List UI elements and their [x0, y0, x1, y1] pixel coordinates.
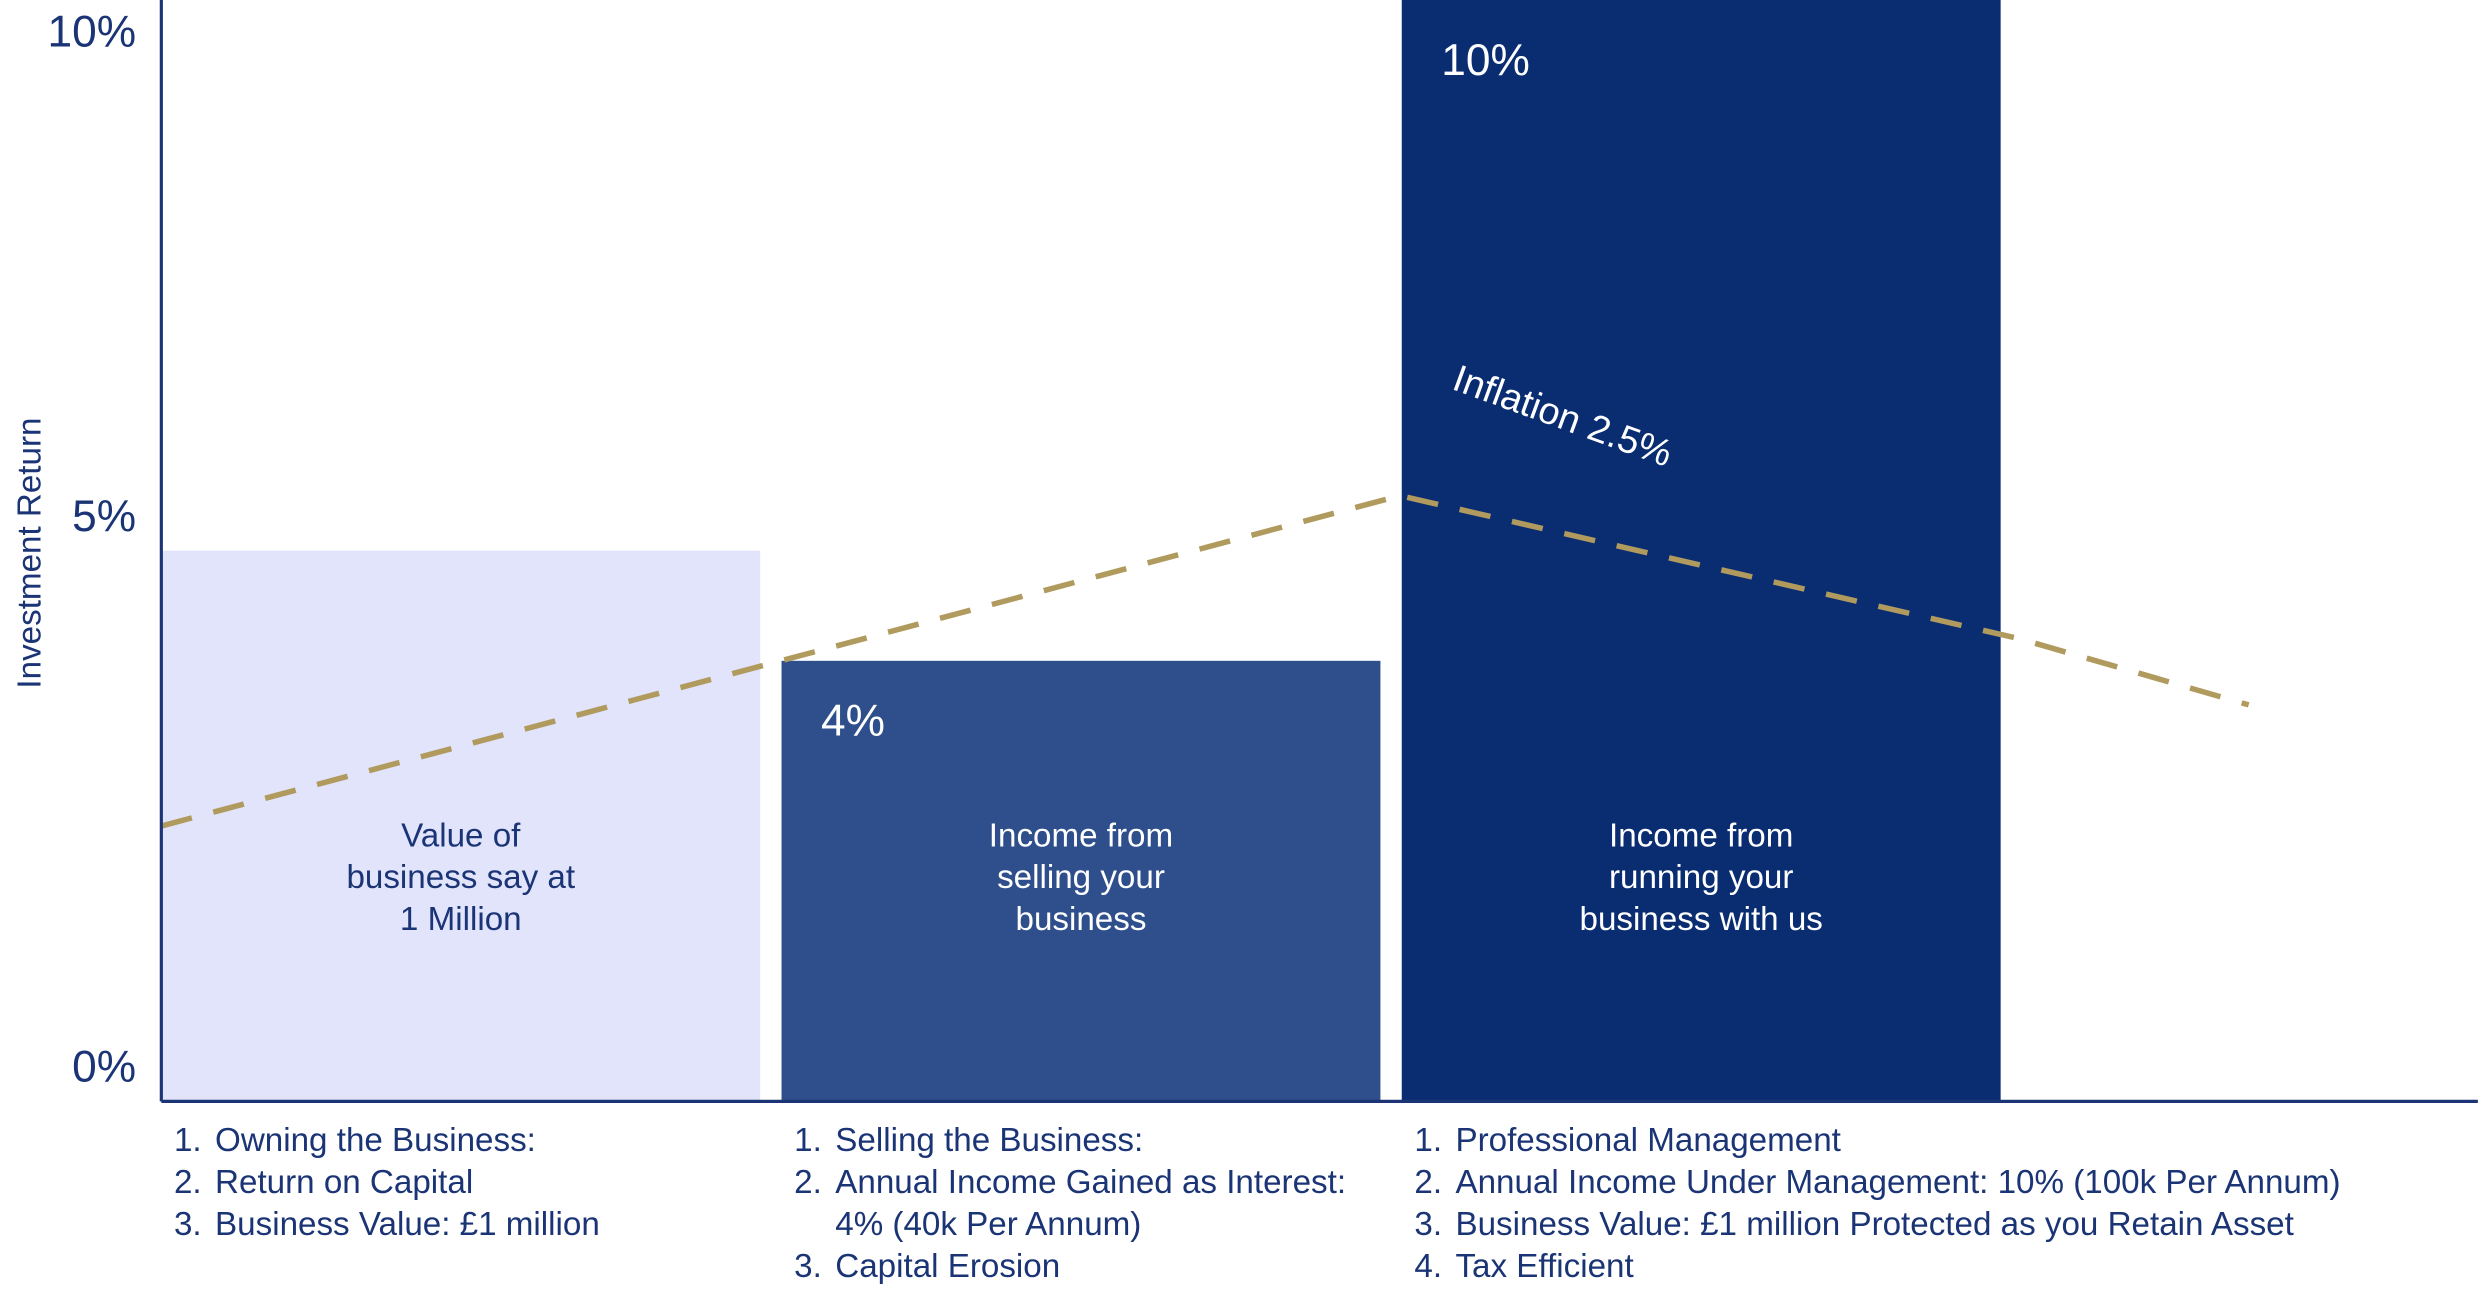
note-number: 3. — [794, 1248, 822, 1285]
bar-label: selling your — [997, 859, 1165, 896]
note-number: 3. — [1414, 1206, 1442, 1243]
note-number: 2. — [794, 1164, 822, 1201]
note-number: 1. — [794, 1122, 822, 1159]
bar — [161, 550, 761, 1102]
note-number: 2. — [174, 1164, 202, 1201]
bar-label: running your — [1609, 859, 1793, 896]
note-text: Owning the Business: — [215, 1122, 536, 1159]
y-tick-label: 0% — [72, 1042, 136, 1091]
inflation-line — [160, 492, 2250, 829]
bar-label: Value of — [401, 817, 521, 854]
note-text: Return on Capital — [215, 1164, 473, 1201]
note-text: Annual Income Gained as Interest: — [835, 1164, 1346, 1201]
bar-label: Income from — [989, 817, 1173, 854]
note-text: Professional Management — [1455, 1122, 1840, 1159]
note-text: Business Value: £1 million Protected as … — [1455, 1206, 2293, 1243]
note-text: Capital Erosion — [835, 1248, 1060, 1285]
value-label: 4% — [821, 697, 885, 746]
note-number: 2. — [1414, 1164, 1442, 1201]
note-number: 3. — [174, 1206, 202, 1243]
bar-label: business — [1016, 901, 1147, 938]
bar-label: business say at — [346, 859, 575, 896]
note-number: 4. — [1414, 1248, 1442, 1285]
note-text: Annual Income Under Management: 10% (100… — [1455, 1164, 2340, 1201]
note-text: Business Value: £1 million — [215, 1206, 600, 1243]
bar-label: business with us — [1580, 901, 1823, 938]
y-axis-title: Investment Return — [12, 418, 49, 689]
note-text: Tax Efficient — [1455, 1248, 1633, 1285]
bar — [781, 660, 1381, 1102]
bar-label: 1 Million — [400, 901, 522, 938]
y-tick-label: 5% — [72, 492, 136, 541]
bar-label: Income from — [1609, 817, 1793, 854]
note-number: 1. — [174, 1122, 202, 1159]
bar — [1401, 0, 2001, 1102]
value-label: 10% — [1441, 36, 1530, 85]
y-tick-label: 10% — [47, 7, 136, 56]
note-number: 1. — [1414, 1122, 1442, 1159]
note-text: Selling the Business: — [835, 1122, 1143, 1159]
note-text: 4% (40k Per Annum) — [835, 1206, 1141, 1243]
